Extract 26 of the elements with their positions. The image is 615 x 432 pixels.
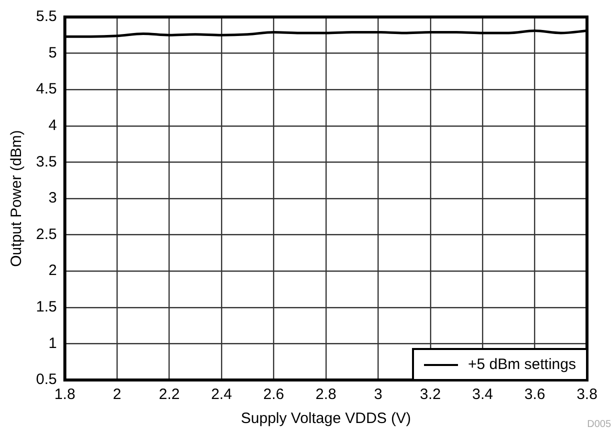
x-tick-label: 2 — [112, 386, 122, 404]
y-tick-label: 2 — [48, 262, 57, 280]
y-tick-label: 5.5 — [36, 8, 57, 26]
x-tick-label: 2.8 — [315, 386, 336, 404]
y-axis-title: Output Power (dBm) — [8, 130, 26, 267]
x-tick-label: 2.2 — [158, 386, 180, 404]
x-tick-label: 2.4 — [211, 386, 232, 404]
x-tick-label: 3.4 — [472, 386, 493, 404]
x-tick-label: 2.6 — [263, 386, 284, 404]
y-tick-label: 3.5 — [36, 153, 57, 170]
y-tick-label: 2.5 — [36, 226, 57, 243]
y-tick-label: 0.5 — [36, 371, 57, 388]
y-tick-label: 4.5 — [36, 80, 57, 98]
y-tick-label: 5 — [48, 44, 57, 62]
text: D005 — [587, 419, 611, 430]
legend-label: +5 dBm settings — [468, 356, 576, 373]
x-tick-label: 3 — [374, 386, 382, 404]
x-tick-label: 3.8 — [576, 386, 598, 404]
x-tick-label: 1.8 — [54, 386, 76, 404]
x-tick-label: 3.2 — [420, 386, 441, 404]
y-tick-label: 4 — [48, 117, 57, 134]
y-tick-label: 1.5 — [36, 298, 57, 316]
y-tick-label: 1 — [48, 334, 57, 352]
x-axis-title: Supply Voltage VDDS (V) — [240, 410, 411, 428]
x-tick-label: 3.6 — [524, 386, 546, 404]
y-tick-label: 3 — [48, 190, 57, 207]
